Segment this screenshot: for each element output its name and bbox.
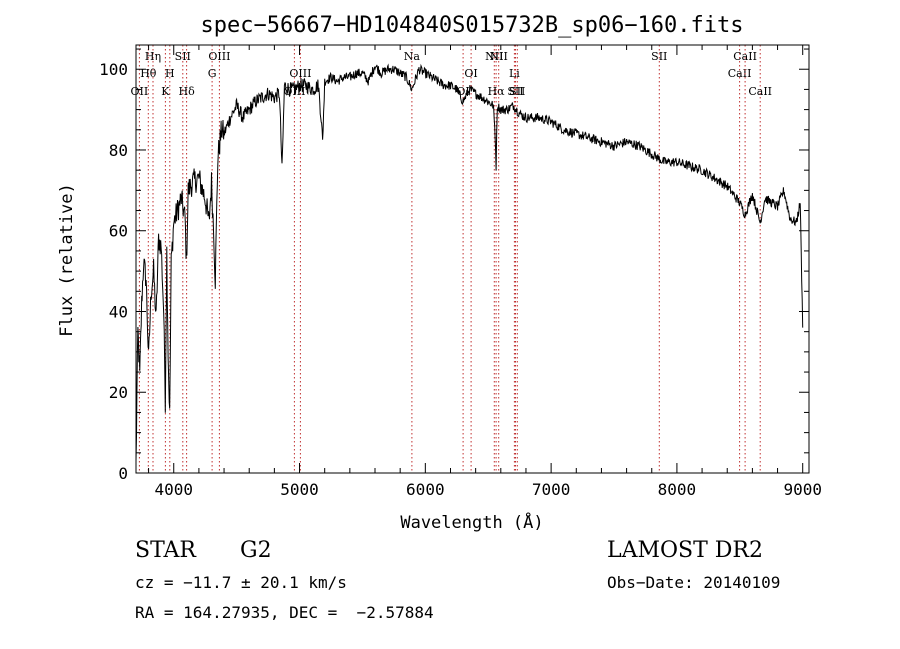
- line-label-18: SII: [507, 85, 523, 98]
- line-label-19: SII: [509, 85, 525, 98]
- obs-date: Obs−Date: 20140109: [607, 573, 781, 592]
- line-label-15: Hα: [488, 85, 506, 98]
- y-tick-label-0: 0: [118, 464, 128, 483]
- x-axis-label: Wavelength (Å): [400, 511, 543, 533]
- survey-name: LAMOST DR2: [607, 538, 763, 563]
- line-label-2: Hη: [145, 50, 161, 63]
- line-label-22: CaII: [733, 50, 757, 63]
- axes: 4000 5000 6000 7000 8000 9000 0 20 40 60 80 100: [99, 45, 822, 499]
- line-label-13: OI: [464, 67, 477, 80]
- line-label-10: OIII: [289, 67, 311, 80]
- x-tick-label-2: 6000: [406, 480, 445, 499]
- line-label-17: Li: [509, 67, 520, 80]
- chart-title: spec−56667−HD104840S015732B_sp06−160.fit…: [200, 13, 743, 38]
- line-label-8: OIII: [208, 50, 230, 63]
- object-type: STAR: [135, 538, 196, 563]
- y-tick-label-4: 80: [109, 141, 128, 160]
- x-tick-label-0: 4000: [154, 480, 193, 499]
- y-tick-label-3: 60: [109, 222, 128, 241]
- line-label-21: CaII: [728, 67, 752, 80]
- line-label-5: SII: [175, 50, 191, 63]
- line-label-16: NII: [490, 50, 508, 63]
- y-axis-label: Flux (relative): [57, 183, 77, 337]
- x-tick-label-4: 8000: [658, 480, 697, 499]
- object-subclass: G2: [240, 538, 272, 563]
- line-label-11: Na: [404, 50, 421, 63]
- plot-frame: [135, 44, 810, 474]
- line-label-23: CaII: [748, 85, 772, 98]
- redshift-readout: cz = −11.7 ± 20.1 km/s: [135, 573, 347, 592]
- line-label-4: H: [165, 67, 175, 80]
- y-tick-label-5: 100: [99, 60, 128, 79]
- line-label-0: OII: [131, 85, 149, 98]
- spectral-line-markers: OIIHθHηKHSIIHδGOIIIOIIIOIIINaOIOINIIHαNI…: [131, 45, 772, 473]
- line-label-7: G: [208, 67, 217, 80]
- line-label-6: Hδ: [178, 85, 195, 98]
- spectrum-line: [135, 63, 804, 461]
- line-label-3: K: [161, 85, 170, 98]
- x-tick-label-3: 7000: [532, 480, 571, 499]
- y-tick-label-2: 40: [109, 302, 128, 321]
- line-label-12: OI: [456, 85, 469, 98]
- x-tick-label-1: 5000: [280, 480, 319, 499]
- line-label-20: SII: [651, 50, 667, 63]
- coordinates: RA = 164.27935, DEC = −2.57884: [135, 603, 434, 622]
- x-tick-label-5: 9000: [783, 480, 822, 499]
- y-tick-label-1: 20: [109, 383, 128, 402]
